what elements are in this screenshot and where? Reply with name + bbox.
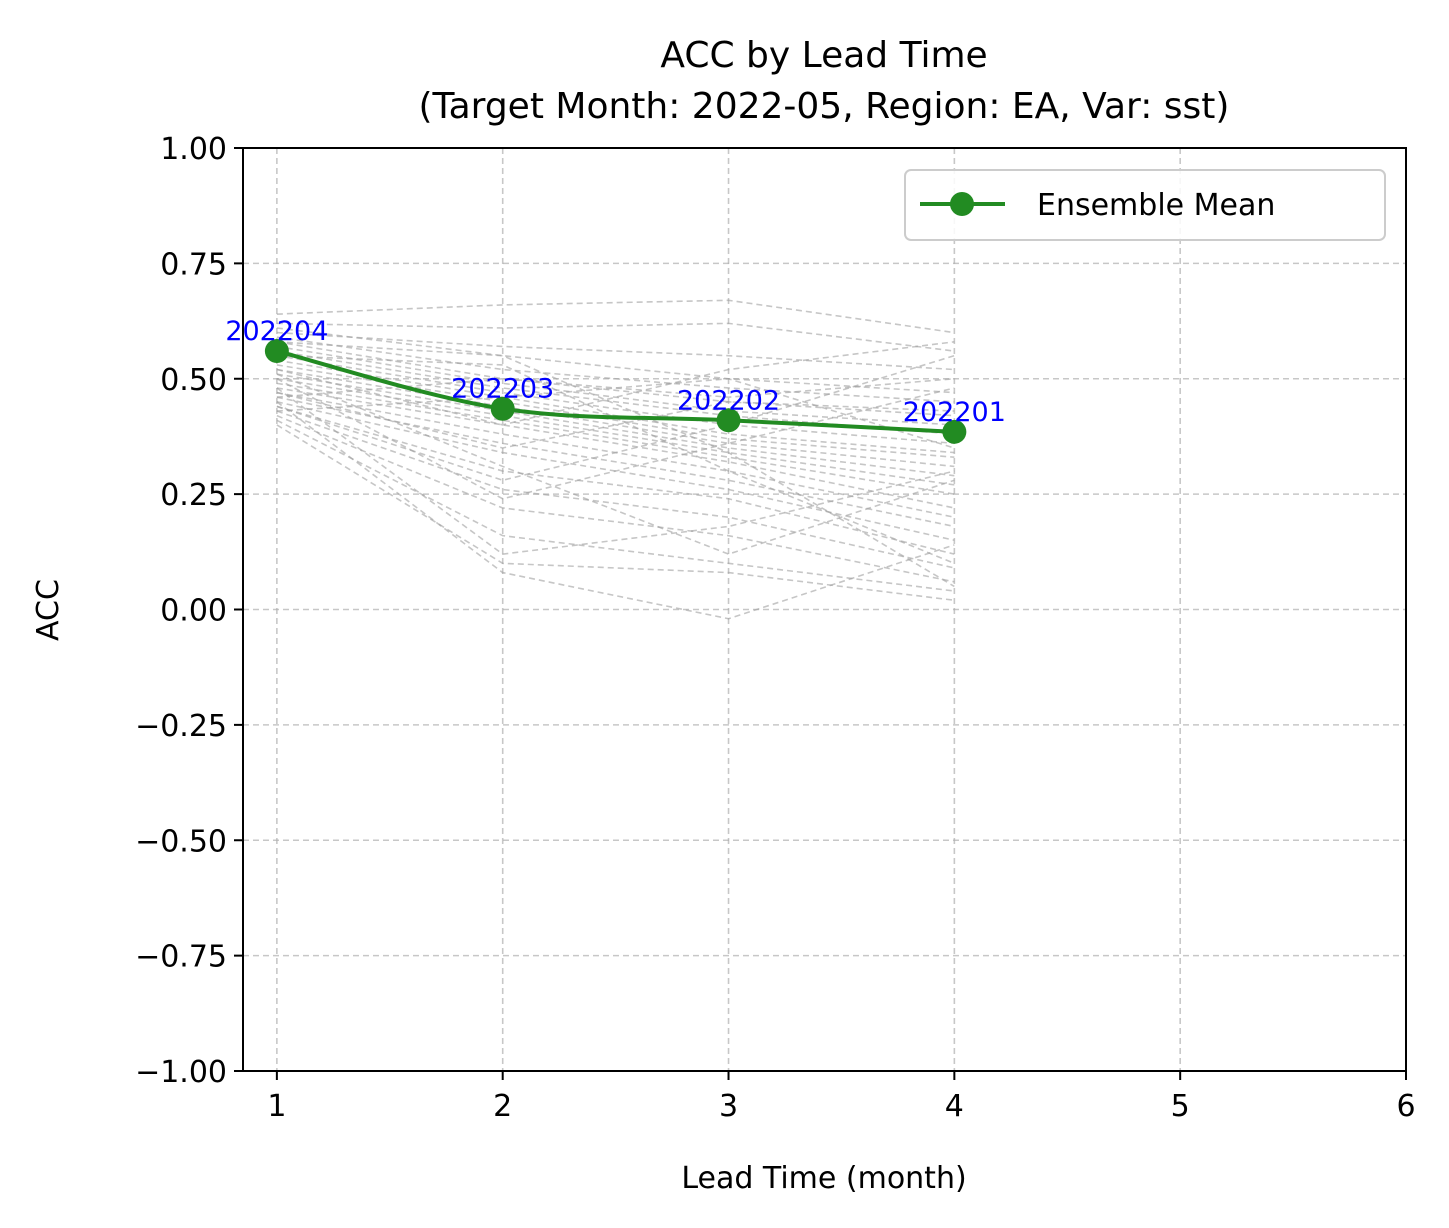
y-tick-label: 1.00 xyxy=(160,132,227,167)
ensemble-mean-point xyxy=(716,408,741,433)
ensemble-member-line xyxy=(276,377,955,486)
y-tick-label: 0.00 xyxy=(160,594,227,629)
ensemble-member-line xyxy=(276,299,955,334)
chart-title-line1: ACC by Lead Time xyxy=(660,35,987,76)
y-tick-label: −0.25 xyxy=(135,709,227,744)
y-tick-label: −0.50 xyxy=(135,824,227,859)
ensemble-member-line xyxy=(276,354,955,445)
ensemble-member-line xyxy=(276,410,955,569)
ensemble-member-line xyxy=(276,387,955,555)
ensemble-member-line xyxy=(276,387,955,509)
point-label: 202201 xyxy=(903,397,1006,428)
ensemble-member-line xyxy=(276,414,955,583)
ensemble-member-line xyxy=(276,341,955,588)
y-tick-label: 0.50 xyxy=(160,363,227,398)
legend-label-ensemble-mean: Ensemble Mean xyxy=(1037,188,1275,223)
y-tick-label: 0.75 xyxy=(160,247,227,282)
ensemble-member-line xyxy=(276,419,955,592)
y-tick-label: −1.00 xyxy=(135,1055,227,1090)
ensemble-member-lines xyxy=(276,299,955,620)
x-tick-label: 2 xyxy=(493,1089,512,1124)
x-tick-label: 4 xyxy=(945,1089,964,1124)
ensemble-member-line xyxy=(276,354,955,482)
x-axis-label: Lead Time (month) xyxy=(681,1161,966,1196)
legend: Ensemble Mean xyxy=(904,169,1386,241)
ensemble-mean-point xyxy=(942,419,967,444)
ensemble-member-line xyxy=(276,331,955,371)
ensemble-member-line xyxy=(276,382,955,495)
y-tick-label: −0.75 xyxy=(135,940,227,975)
ensemble-mean-series xyxy=(264,339,967,444)
ensemble-member-line xyxy=(276,377,955,449)
ensemble-member-line xyxy=(276,322,955,352)
x-tick-label: 3 xyxy=(719,1089,738,1124)
ensemble-member-line xyxy=(276,378,955,500)
legend-marker-swatch xyxy=(950,192,974,216)
x-tick-label: 6 xyxy=(1396,1089,1415,1124)
x-tick-label: 5 xyxy=(1171,1089,1190,1124)
point-label: 202202 xyxy=(677,385,780,416)
ensemble-mean-point xyxy=(264,339,289,364)
x-axis-ticks: 1 2 3 4 5 6 xyxy=(267,1071,1416,1124)
ensemble-member-line xyxy=(276,350,955,435)
point-label: 202203 xyxy=(451,374,554,405)
ensemble-member-line xyxy=(276,401,955,620)
chart-title-line2: (Target Month: 2022-05, Region: EA, Var:… xyxy=(419,86,1230,127)
y-tick-label: 0.25 xyxy=(160,478,227,513)
ensemble-mean-line xyxy=(276,349,955,434)
ensemble-member-line xyxy=(276,373,955,477)
ensemble-member-line xyxy=(276,377,955,399)
legend-box xyxy=(904,169,1386,241)
point-label: 202204 xyxy=(225,316,328,347)
ensemble-member-line xyxy=(276,424,955,602)
ensemble-member-line xyxy=(276,345,955,426)
ensemble-member-line xyxy=(276,336,955,403)
x-tick-label: 1 xyxy=(267,1089,286,1124)
y-axis-ticks: −1.00 −0.75 −0.50 −0.25 0.00 0.25 0.50 0.75 1.00 xyxy=(135,132,243,1090)
ensemble-member-line xyxy=(276,327,955,394)
ensemble-mean-point xyxy=(490,396,515,421)
ensemble-member-line xyxy=(276,373,955,555)
y-axis-label: ACC xyxy=(31,579,66,641)
